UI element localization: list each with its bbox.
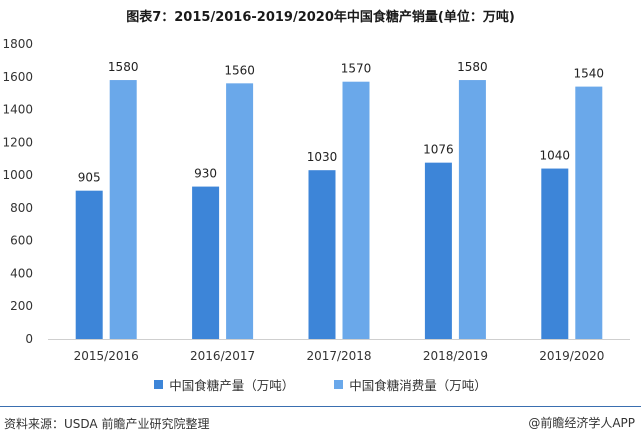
data-label-production: 905 [78,171,101,185]
y-tick-label: 1600 [2,70,33,84]
bar-production [424,162,452,339]
x-tick-label: 2018/2019 [423,349,488,363]
y-tick-label: 0 [25,332,33,346]
x-tick-label: 2017/2018 [306,349,371,363]
bar-chart: 0 200 400 600 800 1000 1200 1400 1600 1800 905 1580… [2,37,630,363]
bar-production [192,186,220,339]
y-tick-label: 400 [10,266,33,280]
footer-divider [0,406,641,407]
y-tick-label: 1000 [2,168,33,182]
data-label-consumption: 1580 [108,60,139,74]
y-tick-label: 1200 [2,135,33,149]
brand-text: @前瞻经济学人APP [528,416,635,430]
chart-title: 图表7：2015/2016-2019/2020年中国食糖产销量(单位：万吨) [126,10,515,25]
legend-label-consumption: 中国食糖消费量（万吨） [349,378,487,393]
bar-consumption [458,80,486,340]
legend-item-consumption: 中国食糖消费量（万吨） [334,375,487,394]
bar-consumption [575,86,603,339]
brand-credit: @前瞻经济学人APP [528,414,635,431]
x-tick-label: 2015/2016 [74,349,139,363]
bar-consumption [226,83,254,339]
data-label-consumption: 1570 [341,62,372,76]
y-tick-label: 1800 [2,37,33,51]
bar-production [75,190,103,339]
data-label-production: 930 [194,167,217,181]
bar-consumption [109,80,137,340]
legend-swatch-production [154,380,164,389]
data-label-consumption: 1580 [457,60,488,74]
bar-production [541,168,569,339]
y-tick-label: 600 [10,234,33,248]
legend-label-production: 中国食糖产量（万吨） [169,378,295,393]
legend-swatch-consumption [334,380,344,389]
y-tick-label: 1400 [2,103,33,117]
data-label-production: 1030 [307,150,338,164]
bar-production [308,170,336,339]
data-label-production: 1040 [540,149,571,163]
bar-consumption [342,81,370,339]
source-note: 资料来源：USDA 前瞻产业研究院整理 [4,417,210,431]
y-tick-label: 800 [10,201,33,215]
legend-item-production: 中国食糖产量（万吨） [154,375,294,394]
data-label-production: 1076 [423,143,454,157]
x-tick-label: 2016/2017 [190,349,255,363]
data-label-consumption: 1560 [224,63,255,77]
y-tick-label: 200 [10,299,33,313]
x-tick-label: 2019/2020 [539,349,604,363]
legend: 中国食糖产量（万吨） 中国食糖消费量（万吨） [0,375,641,394]
data-label-consumption: 1540 [574,67,605,81]
